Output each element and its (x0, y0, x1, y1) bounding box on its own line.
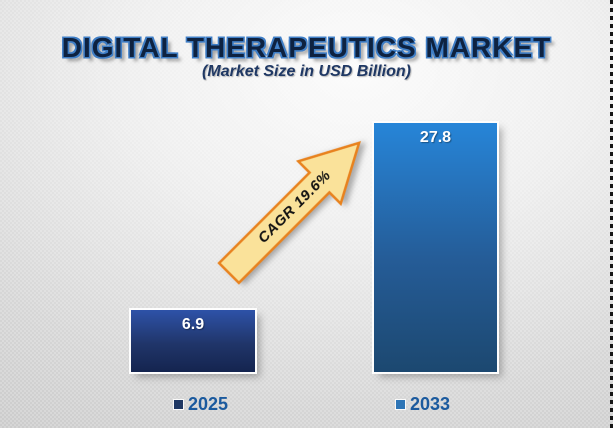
legend-label-2025: 2025 (188, 394, 229, 414)
up-right-arrow-icon (217, 141, 361, 285)
legend-label-2033: 2033 (410, 394, 451, 414)
legend-item-2025: 2025 (174, 394, 228, 415)
bar-2025: 6.9 (131, 310, 255, 372)
legend-swatch-2033 (396, 400, 405, 409)
legend-item-2033: 2033 (396, 394, 450, 415)
bar-2033-value-label: 27.8 (419, 129, 452, 146)
chart-subtitle: (Market Size in USD Billion) (202, 63, 411, 80)
dashed-selection-edge (610, 0, 613, 428)
bar-2025-value-label: 6.9 (181, 316, 205, 333)
bar-2033: 27.8 (374, 123, 497, 372)
legend-swatch-2025 (174, 400, 183, 409)
chart-title: DIGITAL THERAPEUTICS MARKET (61, 32, 552, 63)
cagr-growth-arrow: CAGR 19.6% (205, 117, 385, 297)
